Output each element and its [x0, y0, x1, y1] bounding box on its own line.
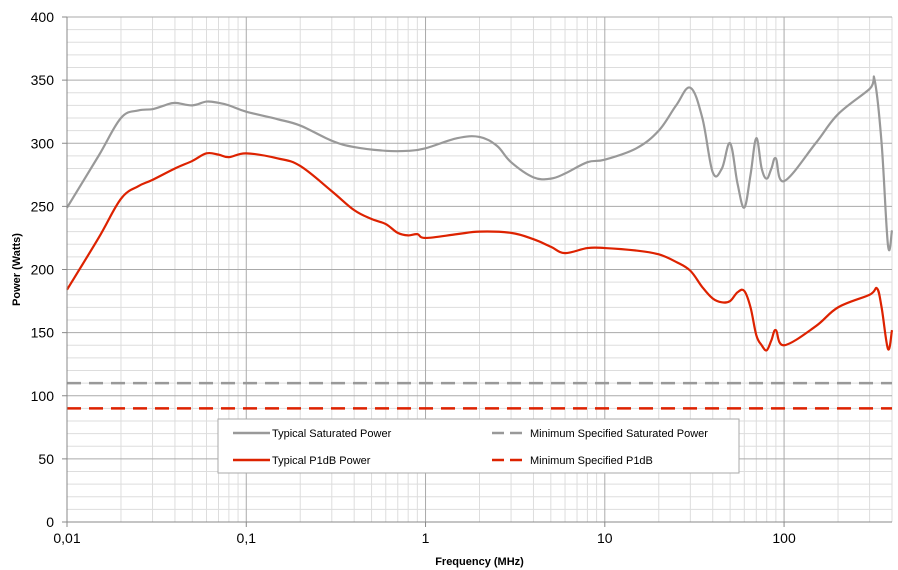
series-typical-saturated: [66, 75, 894, 252]
y-tick-label: 200: [31, 262, 55, 278]
y-tick-labels: 0 50 100 150 200 250 300 350 400: [31, 9, 55, 530]
x-tick-label: 1: [422, 530, 430, 546]
legend-item-typical-p1db: Typical P1dB Power: [233, 455, 371, 467]
legend-box: [217, 418, 740, 474]
legend-item-min-p1db: Minimum Specified P1dB: [492, 455, 653, 467]
x-tick-label: 10: [597, 530, 613, 546]
x-tick-label: 100: [772, 530, 796, 546]
y-axis-title: Power (Watts): [11, 233, 23, 306]
y-tick-label: 250: [31, 198, 55, 214]
legend-label-typical-saturated: Typical Saturated Power: [272, 428, 392, 440]
legend: Typical Saturated Power Minimum Specifie…: [217, 418, 740, 474]
series-typical-p1db: [66, 151, 894, 352]
y-tick-label: 0: [46, 514, 54, 530]
y-tick-label: 400: [31, 9, 55, 25]
x-tick-label: 0,1: [237, 530, 257, 546]
y-tick-label: 300: [31, 135, 55, 151]
legend-label-min-p1db: Minimum Specified P1dB: [530, 455, 653, 467]
y-tick-label: 100: [31, 388, 55, 404]
series-layer: [66, 75, 894, 410]
y-tick-label: 50: [38, 451, 54, 467]
legend-label-min-saturated: Minimum Specified Saturated Power: [530, 428, 708, 440]
legend-item-min-saturated: Minimum Specified Saturated Power: [492, 428, 708, 440]
x-axis-title: Frequency (MHz): [435, 556, 524, 568]
x-tick-labels: 0,01 0,1 1 10 100: [53, 530, 796, 546]
axes-layer: [62, 16, 892, 527]
legend-label-typical-p1db: Typical P1dB Power: [272, 455, 371, 467]
y-tick-label: 350: [31, 72, 55, 88]
x-tick-label: 0,01: [53, 530, 80, 546]
y-tick-label: 150: [31, 325, 55, 341]
legend-item-typical-saturated: Typical Saturated Power: [233, 428, 392, 440]
